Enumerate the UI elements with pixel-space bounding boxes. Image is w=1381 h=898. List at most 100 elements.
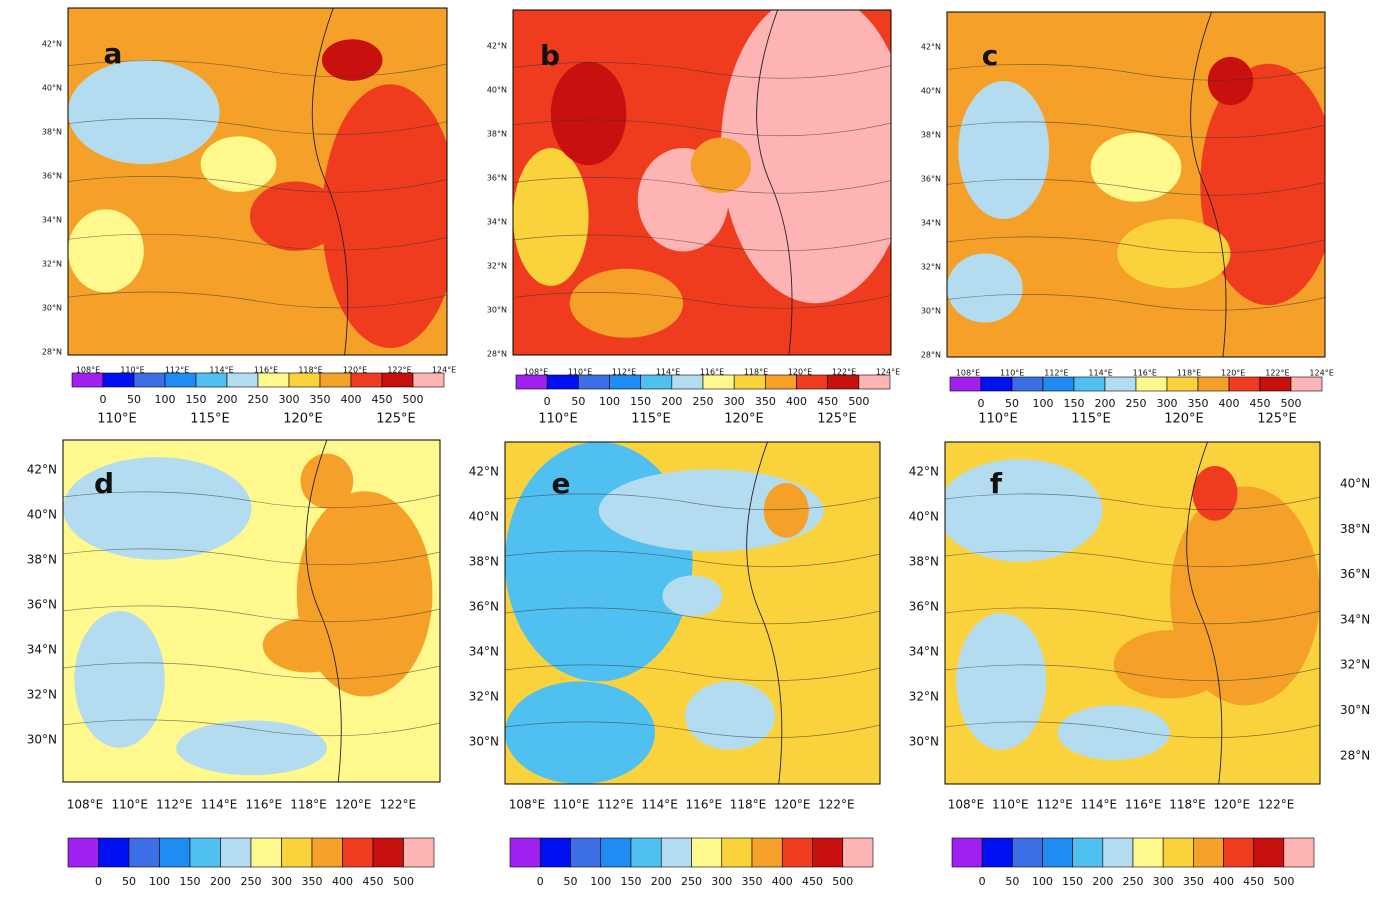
colorbar-box [67,837,99,868]
lat-label: 30°N [27,733,57,747]
map-region [958,81,1050,219]
boundary [513,119,891,137]
colorbar-label: 200 [217,393,238,406]
colorbar-label: 200 [661,395,682,408]
lat-label-right: 38°N [1340,522,1370,536]
lat-label: 40°N [909,510,939,524]
coastline [1186,442,1223,784]
map-region [200,136,277,192]
panel-letter: f [990,467,1003,500]
lat-label: 28°N [921,351,941,360]
colorbar-label: 350 [1183,875,1204,888]
colorbar-label: 50 [571,395,585,408]
boundary [945,607,1320,625]
lat-label: 34°N [909,645,939,659]
colorbar-box [630,837,662,868]
map-region [1200,63,1325,306]
colorbar-box [311,837,343,868]
colorbar-box [949,376,982,392]
boundary [947,64,1325,81]
colorbar-box [133,372,166,388]
colorbar-box [1042,376,1075,392]
map-region [550,61,627,166]
colorbar-label: 200 [1095,397,1116,410]
boundary [513,292,891,309]
boundary [505,550,880,568]
map-region [321,39,383,81]
colorbar-box [721,837,753,868]
colorbar-label: 0 [544,395,551,408]
lat-label-right: 28°N [1340,748,1370,762]
lon-label: 124°E [1309,369,1333,378]
boundary [68,118,447,135]
lon-label: 112°E [165,366,189,375]
colorbar-box [1012,837,1043,868]
colorbar-label: 300 [1153,875,1174,888]
colorbar-label: 250 [1126,397,1147,410]
lat-label: 42°N [27,463,57,477]
boundary [945,550,1320,568]
map-region [720,10,891,304]
colorbar-box [578,374,610,390]
lat-label-right: 34°N [1340,612,1370,626]
colorbar-label: 500 [1281,397,1302,410]
lon-label: 116°E [700,368,724,377]
lon-label: 114°E [1081,798,1118,812]
map-region [947,253,1023,323]
coastline [756,10,793,355]
lat-label: 36°N [469,600,499,614]
boundary [513,177,891,194]
colorbar-box [951,837,983,868]
lat-label: 42°N [921,43,941,52]
colorbar-label: 250 [241,875,262,888]
colorbar-box [319,372,352,388]
map-region [1057,705,1170,761]
lat-label-right: 30°N [1340,703,1370,717]
colorbar-box [226,372,259,388]
colorbar-box [412,372,445,388]
lon-label: 124°E [432,366,456,375]
map-region [68,209,144,293]
colorbar-label: 250 [681,875,702,888]
colorbar-label: 100 [1033,397,1054,410]
colorbar-box [1102,837,1134,868]
colorbar-box [640,374,673,390]
map-region [945,459,1103,562]
colorbar-label: 350 [755,395,776,408]
colorbar-label: 450 [1250,397,1271,410]
colorbar-box [509,837,541,868]
lon-label: 114°E [209,366,233,375]
lon-label: 114°E [201,798,238,812]
map-frame [62,439,441,783]
lat-label: 30°N [909,735,939,749]
lon-label: 108°E [948,798,985,812]
colorbar-label: 500 [832,875,853,888]
colorbar-label: 300 [724,395,745,408]
boundary [68,60,447,77]
map-region [1113,630,1227,699]
lon-label: 108°E [524,368,548,377]
coastline [746,442,783,784]
lon-label: 118°E [298,366,322,375]
colorbar-box [381,372,414,388]
lat-label: 42°N [487,42,507,51]
colorbar-label: 50 [122,875,136,888]
colorbar-box [288,372,321,388]
colorbar-label: 450 [363,875,384,888]
colorbar-label: 0 [95,875,102,888]
map-region [1207,56,1254,106]
colorbar-label: 500 [1273,875,1294,888]
colorbar-box [981,837,1013,868]
map-region [74,611,165,748]
colorbar-box [733,374,766,390]
lon-label: 116°E [254,366,278,375]
colorbar-box [546,374,579,390]
boundary [947,179,1325,196]
colorbar-box [250,837,282,868]
colorbar-label: 250 [248,393,269,406]
lat-label: 38°N [909,555,939,569]
lon-label: 114°E [656,368,680,377]
colorbar-label: 0 [100,393,107,406]
boundary [945,721,1320,739]
lat-label: 32°N [909,690,939,704]
